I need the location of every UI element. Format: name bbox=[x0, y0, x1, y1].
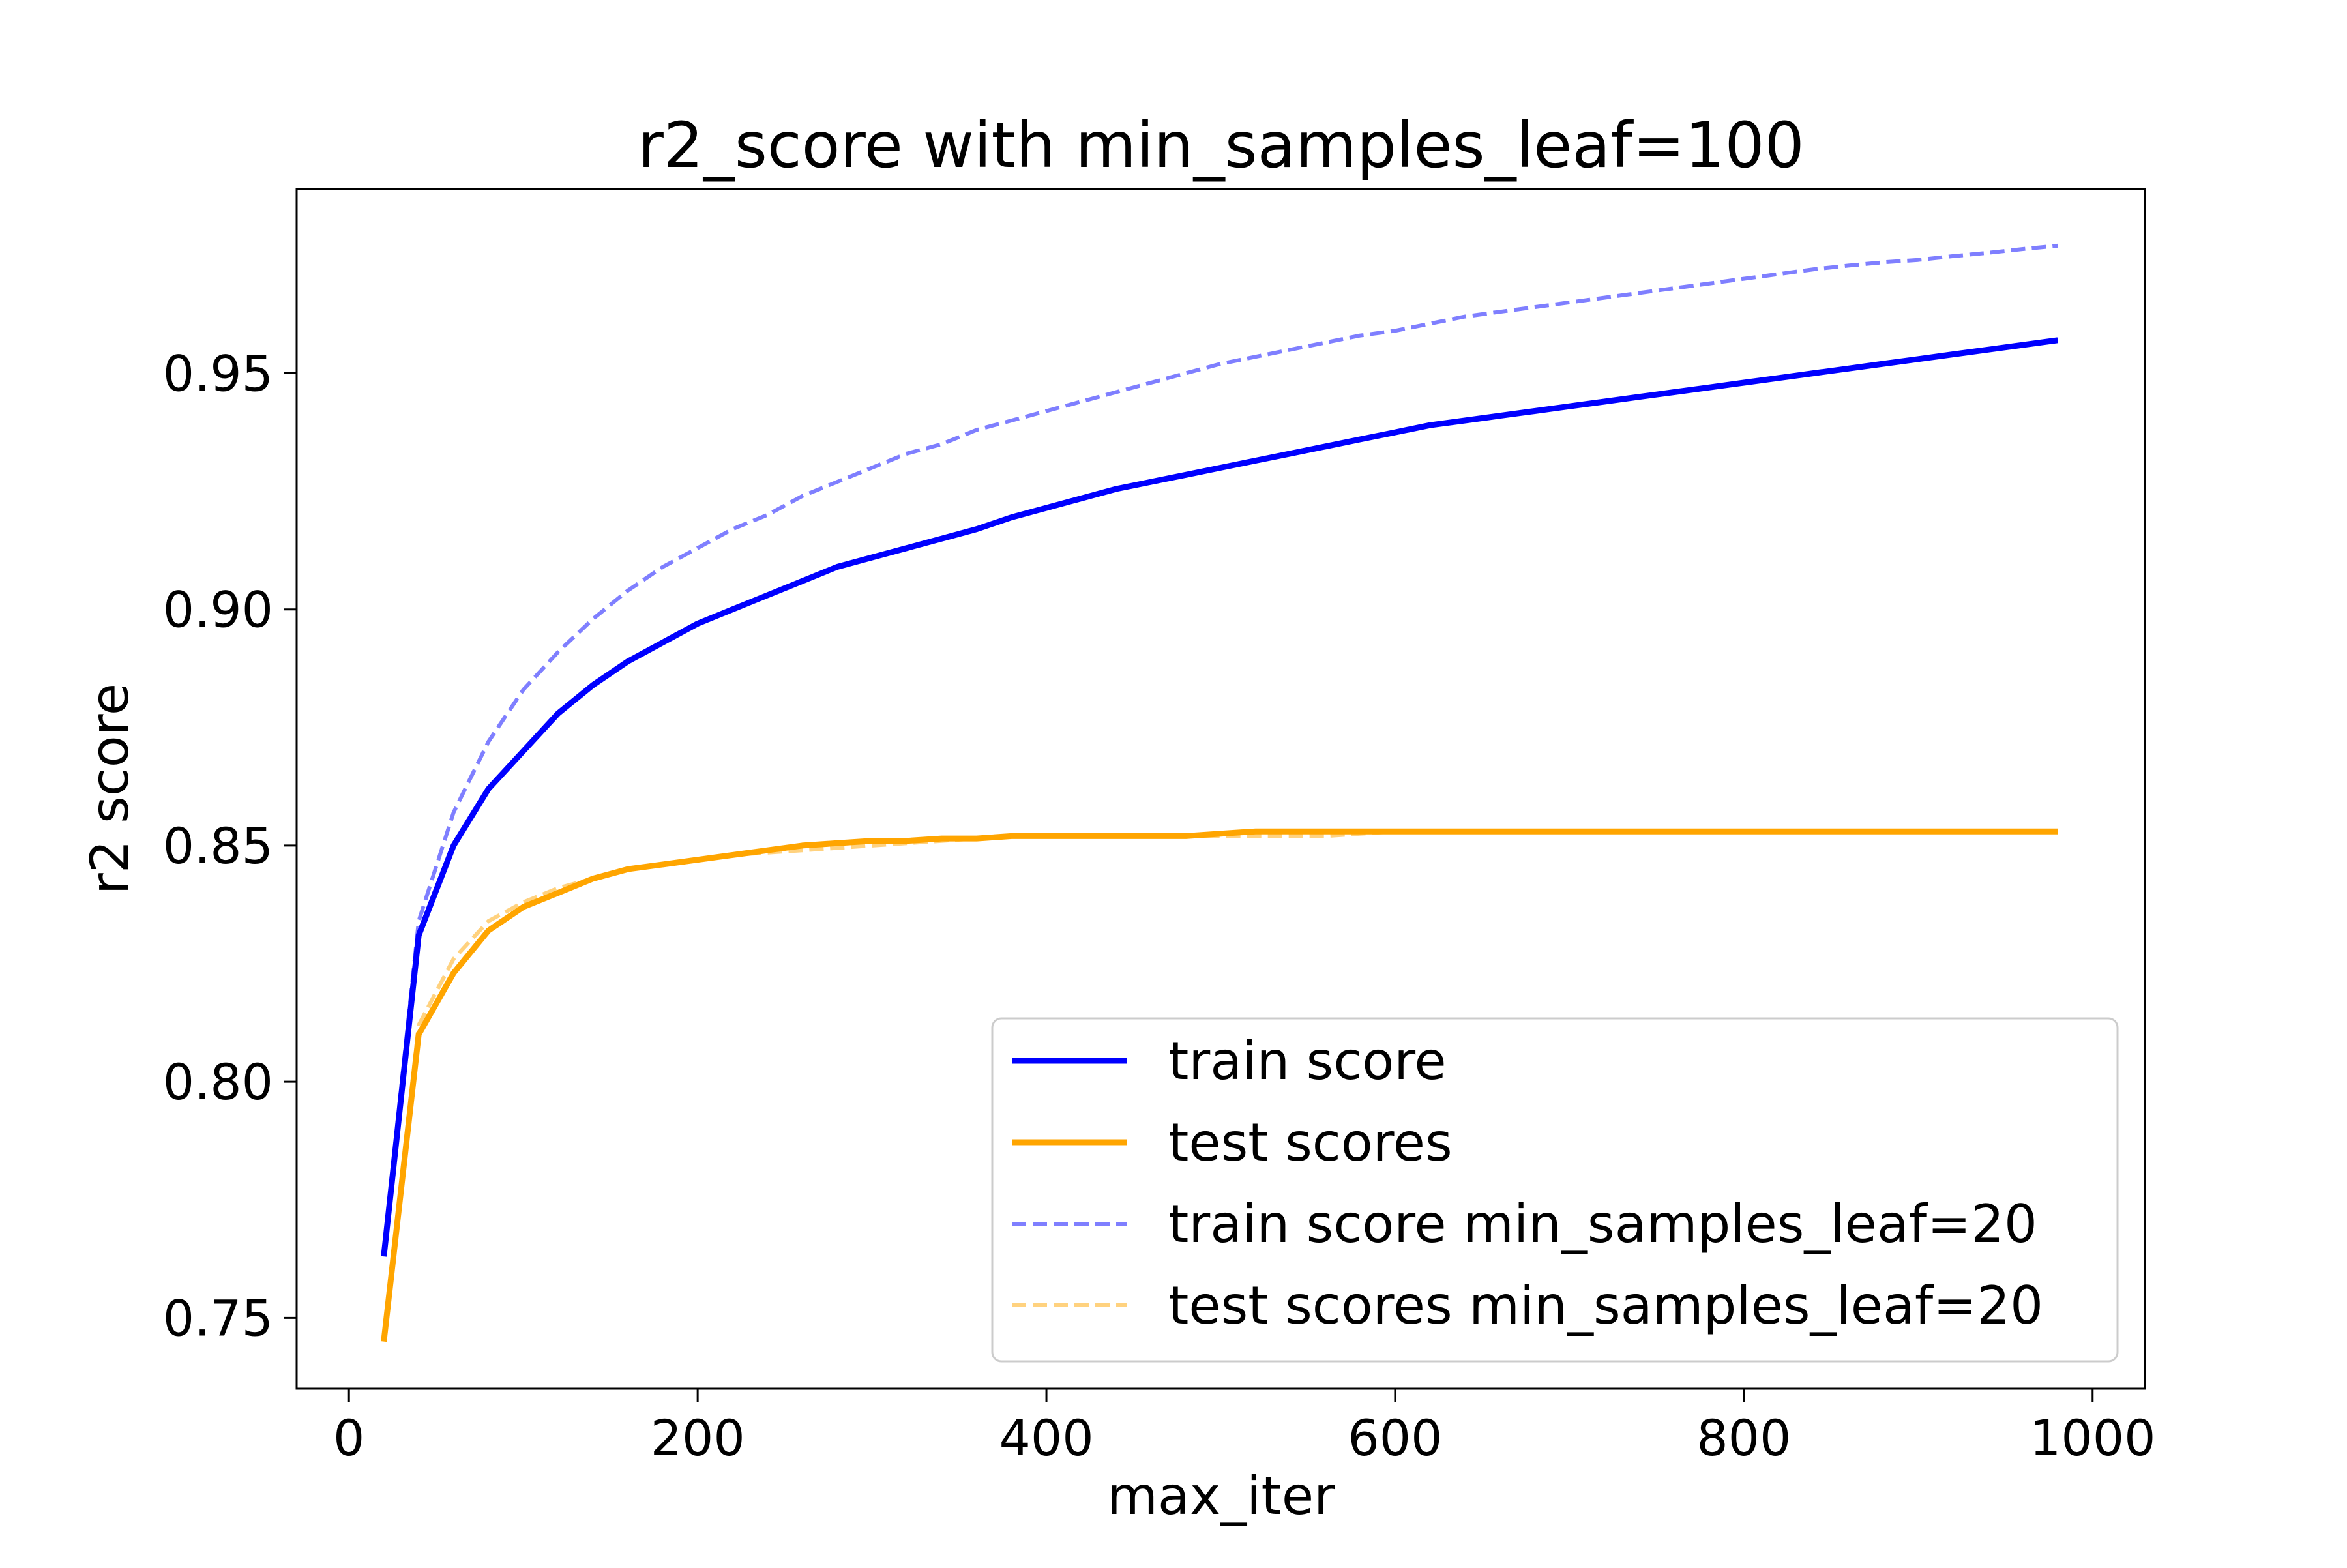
legend: train score test scores train score min_… bbox=[991, 1017, 2119, 1363]
plot-area bbox=[381, 243, 2058, 1342]
series-line-train-score-min-samples-leaf-20 bbox=[381, 243, 2058, 1252]
legend-frame bbox=[991, 1017, 2119, 1363]
x-tick-label: 0 bbox=[333, 1409, 364, 1467]
x-axis-title: max_iter bbox=[1107, 1466, 1335, 1526]
legend-label-test-scores-leaf20: test scores min_samples_leaf=20 bbox=[1168, 1275, 2043, 1336]
legend-label-train-score-leaf20: train score min_samples_leaf=20 bbox=[1168, 1194, 2037, 1254]
y-tick-label: 0.80 bbox=[163, 1053, 273, 1111]
legend-label-test-scores: test scores bbox=[1168, 1112, 1453, 1173]
y-tick-label: 0.85 bbox=[163, 817, 273, 875]
y-tick-label: 0.90 bbox=[163, 581, 273, 639]
x-tick-label: 800 bbox=[1696, 1409, 1791, 1467]
legend-label-train-score: train score bbox=[1168, 1031, 1447, 1091]
x-tick-label: 600 bbox=[1348, 1409, 1442, 1467]
series-line-train-score bbox=[381, 337, 2058, 1257]
x-tick-label: 200 bbox=[651, 1409, 745, 1467]
x-tick-label: 1000 bbox=[2030, 1409, 2155, 1467]
chart-title: r2_score with min_samples_leaf=100 bbox=[638, 109, 1804, 182]
y-tick-label: 0.75 bbox=[163, 1289, 273, 1347]
y-axis-title: r2 score bbox=[80, 683, 140, 895]
y-tick-label: 0.95 bbox=[163, 345, 273, 403]
series-line-test-scores bbox=[381, 828, 2058, 1342]
axes-frame bbox=[295, 188, 2146, 1390]
x-tick-label: 400 bbox=[999, 1409, 1094, 1467]
axis-ticks: 0 200 400 600 800 1000 0.75 0.80 0.85 0.90 0.95 bbox=[163, 345, 2156, 1467]
